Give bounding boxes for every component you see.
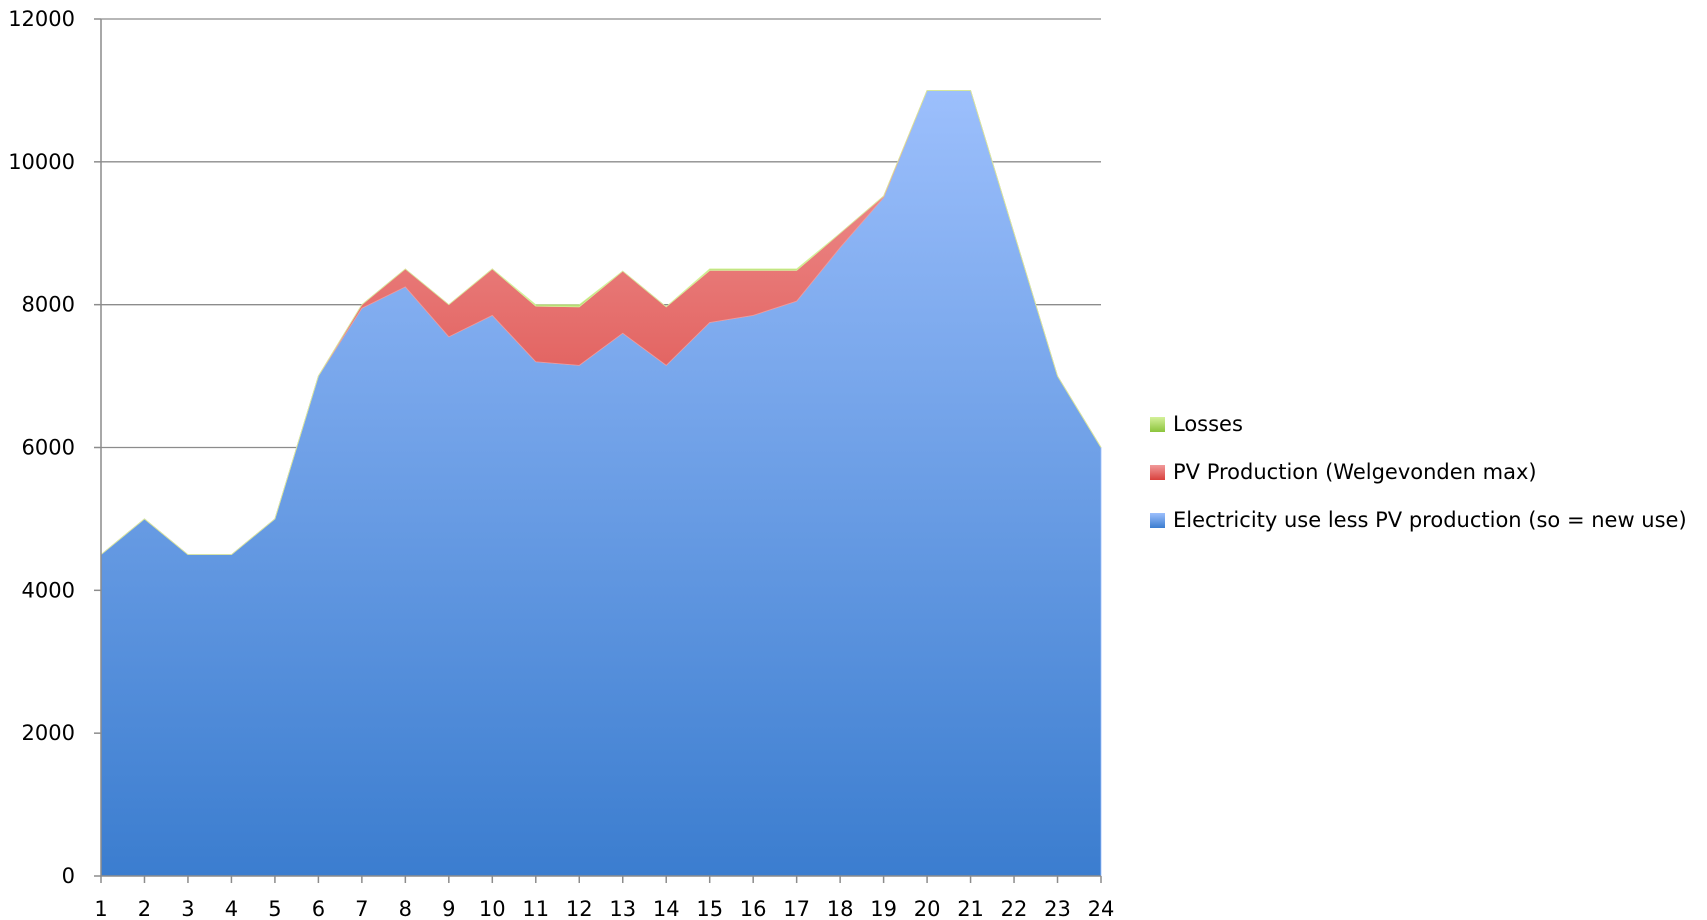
legend-item-losses: Losses — [1150, 400, 1687, 448]
series-areas — [100, 90, 1102, 877]
x-tick-label: 24 — [1088, 897, 1115, 920]
x-tick-label: 2 — [138, 897, 151, 920]
x-tick-label: 12 — [566, 897, 593, 920]
legend-label-losses: Losses — [1173, 412, 1243, 436]
x-tick-label: 22 — [1001, 897, 1028, 920]
y-tick-labels: 0 2000 4000 6000 8000 10000 12000 — [8, 7, 75, 888]
legend-swatch-losses — [1150, 416, 1165, 432]
x-tick-label: 6 — [312, 897, 325, 920]
x-tick-label: 19 — [870, 897, 897, 920]
y-tick-label: 8000 — [22, 293, 75, 317]
x-tick-label: 23 — [1044, 897, 1071, 920]
x-tick-label: 15 — [696, 897, 723, 920]
x-tick-label: 17 — [783, 897, 810, 920]
x-tick-label: 21 — [957, 897, 984, 920]
x-tick-label: 18 — [827, 897, 854, 920]
y-tick-label: 6000 — [22, 436, 75, 460]
axes — [94, 18, 1102, 883]
area-series-losses — [100, 90, 1102, 556]
legend-label-pv-production: PV Production (Welgevonden max) — [1173, 460, 1537, 484]
x-tick-label: 13 — [609, 897, 636, 920]
x-tick-label: 5 — [268, 897, 281, 920]
x-tick-label: 7 — [355, 897, 368, 920]
x-tick-label: 14 — [653, 897, 680, 920]
legend-label-electricity-use: Electricity use less PV production (so =… — [1173, 508, 1687, 532]
x-tick-label: 10 — [479, 897, 506, 920]
legend-swatch-pv-production — [1150, 464, 1165, 480]
chart-legend: Losses PV Production (Welgevonden max) E… — [1150, 400, 1687, 544]
x-tick-label: 1 — [94, 897, 107, 920]
legend-swatch-electricity-use — [1150, 512, 1165, 528]
y-tick-label: 0 — [62, 864, 75, 888]
y-tick-label: 2000 — [22, 721, 75, 745]
y-tick-label: 4000 — [22, 578, 75, 602]
x-tick-label: 20 — [914, 897, 941, 920]
legend-item-pv-production: PV Production (Welgevonden max) — [1150, 448, 1687, 496]
x-tick-label: 4 — [225, 897, 238, 920]
area-series-electricity-use-less-pv-production-so-new-use — [100, 90, 1102, 877]
x-tick-label: 8 — [399, 897, 412, 920]
legend-item-electricity-use: Electricity use less PV production (so =… — [1150, 496, 1687, 544]
x-tick-label: 9 — [442, 897, 455, 920]
x-tick-labels: 1 2 3 4 5 6 7 8 9 10 11 12 13 14 15 16 17 18 19 20 21 22 23 24 — [94, 897, 1114, 920]
x-tick-label: 3 — [181, 897, 194, 920]
x-tick-label: 16 — [740, 897, 767, 920]
x-tick-label: 11 — [522, 897, 549, 920]
y-tick-label: 12000 — [8, 7, 75, 31]
y-tick-label: 10000 — [8, 150, 75, 174]
